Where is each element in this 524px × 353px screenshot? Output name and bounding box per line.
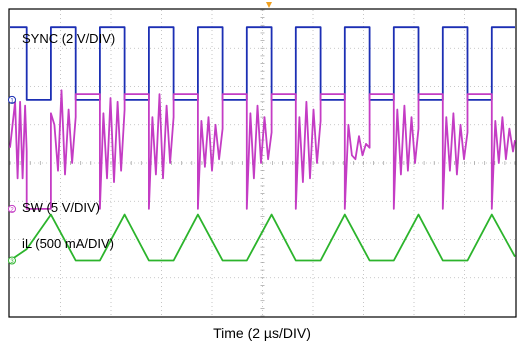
x-axis-label: Time (2 µs/DIV) xyxy=(213,325,311,341)
sw-trace xyxy=(9,89,516,210)
sync-channel-label: SYNC (2 V/DIV) xyxy=(22,31,115,46)
channel-2-marker: 2 xyxy=(8,204,16,213)
channel-3-marker-circle xyxy=(8,256,16,265)
channel-2-marker-circle xyxy=(8,204,16,213)
sw-channel-label: SW (5 V/DIV) xyxy=(22,200,100,215)
trigger-position-marker xyxy=(266,2,272,8)
channel-1-marker-label: 1 xyxy=(10,98,14,104)
channel-2-marker-label: 2 xyxy=(10,207,14,213)
channel-3-marker: 3 xyxy=(8,256,16,265)
channel-1-marker: 1 xyxy=(8,95,16,104)
channel-1-marker-circle xyxy=(8,95,16,104)
channel-markers: 1 2 3 xyxy=(8,95,16,265)
channel-3-marker-label: 3 xyxy=(10,259,14,265)
sync-trace xyxy=(10,26,515,101)
il-channel-label: iL (500 mA/DIV) xyxy=(22,236,114,251)
il-trace xyxy=(9,213,516,262)
traces xyxy=(9,26,516,262)
